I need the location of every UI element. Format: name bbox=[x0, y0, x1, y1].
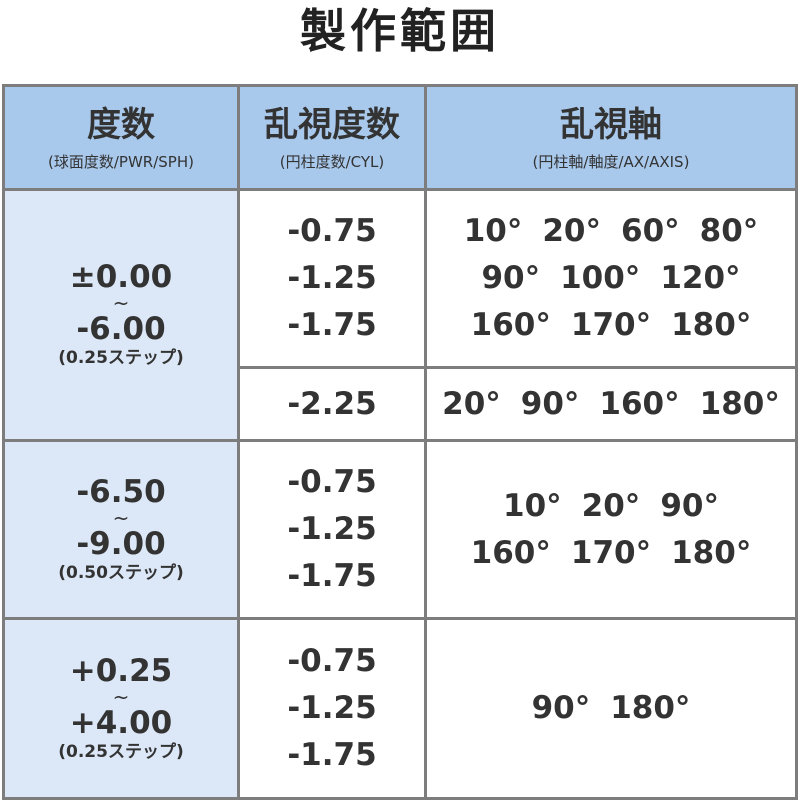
cyl-value: -1.75 bbox=[287, 307, 377, 343]
cyl-cell: -0.75 -1.25 -1.75 bbox=[240, 442, 424, 617]
header-cyl-title: 乱視度数 bbox=[264, 104, 400, 145]
cyl-value: -0.75 bbox=[287, 464, 377, 500]
sph-to: +4.00 bbox=[69, 704, 173, 741]
header-cyl-subtitle: (円柱度数/CYL) bbox=[279, 152, 385, 171]
sph-from: -6.50 bbox=[76, 473, 166, 510]
axis-value: 90° bbox=[520, 385, 580, 422]
header-sph-subtitle: (球面度数/PWR/SPH) bbox=[48, 152, 194, 171]
axis-value: 170° bbox=[570, 534, 652, 571]
page-title: 製作範囲 bbox=[300, 4, 500, 58]
cyl-value: -0.75 bbox=[287, 643, 377, 679]
axis-value: 120° bbox=[660, 260, 741, 296]
cyl-cell: -0.75 -1.25 -1.75 bbox=[240, 620, 424, 797]
header-axis-subtitle: (円柱軸/軸度/AX/AXIS) bbox=[532, 152, 690, 171]
axis-value: 90° bbox=[481, 260, 541, 296]
cyl-value: -2.25 bbox=[287, 385, 377, 422]
cyl-value: -1.25 bbox=[287, 690, 377, 726]
range-tilde: ~ bbox=[112, 291, 130, 315]
axis-value: 90° bbox=[660, 487, 719, 524]
axis-value: 160° bbox=[599, 385, 680, 422]
range-tilde: ~ bbox=[112, 505, 130, 530]
production-range-table: 度数 (球面度数/PWR/SPH) 乱視度数 (円柱度数/CYL) 乱視軸 (円… bbox=[2, 84, 798, 800]
sph-range-cell: ±0.00 ~ -6.00 (0.25ステップ) bbox=[5, 191, 237, 439]
step-label: (0.25ステップ) bbox=[58, 741, 184, 762]
cyl-value: -1.25 bbox=[287, 511, 377, 547]
sph-from: ±0.00 bbox=[69, 259, 173, 295]
cyl-cell: -0.75 -1.25 -1.75 bbox=[240, 191, 424, 366]
axis-line: 20° 90° 160° 180° bbox=[432, 381, 790, 428]
header-axis-title: 乱視軸 bbox=[560, 104, 662, 145]
step-label: (0.50ステップ) bbox=[58, 562, 184, 583]
cyl-value: -1.75 bbox=[287, 558, 377, 594]
axis-value: 180° bbox=[671, 307, 752, 343]
cyl-value: -0.75 bbox=[287, 213, 377, 249]
axis-line: 90° 100° 120° bbox=[471, 255, 750, 302]
cyl-value: -1.75 bbox=[287, 737, 377, 773]
axis-value: 20° bbox=[581, 487, 641, 524]
axis-value: 10° bbox=[463, 213, 523, 249]
axis-line: 160° 170° 180° bbox=[461, 302, 762, 349]
axis-value: 160° bbox=[470, 534, 551, 571]
range-tilde: ~ bbox=[112, 684, 130, 709]
sph-range-cell: -6.50 ~ -9.00 (0.50ステップ) bbox=[5, 442, 237, 617]
axis-cell: 10° 20° 60° 80° 90° 100° 120° 160° 170° 180° bbox=[427, 191, 795, 366]
axis-line: 10° 20° 90° bbox=[493, 483, 729, 530]
axis-cell: 20° 90° 160° 180° bbox=[427, 369, 795, 439]
axis-value: 80° bbox=[699, 213, 759, 249]
step-label: (0.25ステップ) bbox=[58, 348, 184, 368]
axis-value: 20° bbox=[542, 213, 601, 249]
sph-to: -6.00 bbox=[76, 311, 166, 347]
cyl-cell: -2.25 bbox=[240, 369, 424, 439]
sph-range-cell: +0.25 ~ +4.00 (0.25ステップ) bbox=[5, 620, 237, 797]
axis-value: 20° bbox=[442, 385, 501, 422]
axis-cell: 90° 180° bbox=[427, 620, 795, 797]
axis-value: 180° bbox=[610, 690, 691, 726]
axis-value: 170° bbox=[570, 307, 652, 343]
axis-value: 160° bbox=[470, 307, 551, 343]
sph-to: -9.00 bbox=[76, 525, 166, 562]
axis-value: 10° bbox=[503, 487, 562, 524]
axis-line: 90° 180° bbox=[522, 685, 701, 732]
axis-line: 10° 20° 60° 80° bbox=[454, 208, 769, 255]
axis-line: 160° 170° 180° bbox=[461, 530, 762, 577]
header-sph-title: 度数 bbox=[87, 104, 155, 145]
header-cyl: 乱視度数 (円柱度数/CYL) bbox=[240, 87, 424, 188]
axis-cell: 10° 20° 90° 160° 170° 180° bbox=[427, 442, 795, 617]
axis-value: 90° bbox=[531, 690, 591, 726]
header-axis: 乱視軸 (円柱軸/軸度/AX/AXIS) bbox=[427, 87, 795, 188]
axis-value: 60° bbox=[621, 213, 680, 249]
sph-from: +0.25 bbox=[69, 652, 173, 689]
cyl-value: -1.25 bbox=[287, 260, 377, 296]
axis-value: 180° bbox=[671, 534, 752, 571]
axis-value: 100° bbox=[560, 260, 641, 296]
axis-value: 180° bbox=[699, 385, 780, 422]
header-sph: 度数 (球面度数/PWR/SPH) bbox=[5, 87, 237, 188]
